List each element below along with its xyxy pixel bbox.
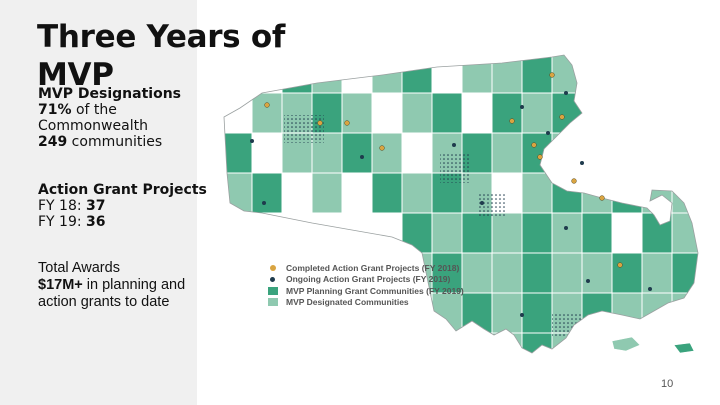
completed-project-marker xyxy=(379,145,385,151)
ongoing-project-marker xyxy=(564,226,568,230)
legend-swatch-designated xyxy=(268,298,278,307)
massachusetts-map xyxy=(222,53,704,373)
municipality-grid xyxy=(224,55,698,353)
ongoing-project-marker xyxy=(546,131,550,135)
completed-project-marker xyxy=(531,142,537,148)
ongoing-project-marker xyxy=(452,143,456,147)
project-markers xyxy=(250,72,652,317)
communities-rest: communities xyxy=(67,134,163,150)
ongoing-project-marker xyxy=(262,201,266,205)
designations-commonwealth: Commonwealth xyxy=(38,118,148,134)
legend-item-planning: MVP Planning Grant Communities (FY 2019) xyxy=(268,285,464,297)
island-nantucket xyxy=(673,342,695,354)
fy18-line: FY 18: 37 xyxy=(38,198,207,214)
fy19-line: FY 19: 36 xyxy=(38,214,207,230)
completed-project-marker xyxy=(537,154,543,160)
designations-heading: MVP Designations xyxy=(38,86,181,102)
legend-swatch-planning xyxy=(268,286,278,295)
designations-percent-line: 71% of the xyxy=(38,102,181,118)
awards-line2: action grants to date xyxy=(38,294,170,310)
map-svg xyxy=(223,54,699,354)
legend-item-designated: MVP Designated Communities xyxy=(268,297,464,309)
island-marthas-vineyard xyxy=(611,336,641,352)
awards-block: Total Awards $17M+ in planning and actio… xyxy=(38,260,185,311)
slide-title: Three Years of MVP xyxy=(37,19,286,93)
action-grants-block: Action Grant Projects FY 18: 37 FY 19: 3… xyxy=(38,182,207,230)
page-number: 10 xyxy=(661,378,674,390)
legend-marker-completed xyxy=(270,264,276,271)
dotted-area xyxy=(552,313,582,337)
legend-label-ongoing: Ongoing Action Grant Projects (FY 2019) xyxy=(286,274,451,285)
dotted-area xyxy=(478,193,506,217)
legend-label-planning: MVP Planning Grant Communities (FY 2019) xyxy=(286,285,464,296)
legend-label-completed: Completed Action Grant Projects (FY 2018… xyxy=(286,262,460,273)
legend-item-completed: Completed Action Grant Projects (FY 2018… xyxy=(268,262,464,274)
map-legend: Completed Action Grant Projects (FY 2018… xyxy=(268,262,464,308)
completed-project-marker xyxy=(317,120,323,126)
ongoing-project-marker xyxy=(520,105,524,109)
ongoing-project-marker xyxy=(564,91,568,95)
ongoing-project-marker xyxy=(480,201,484,205)
action-grants-heading: Action Grant Projects xyxy=(38,182,207,198)
designations-percent: 71% xyxy=(38,102,72,118)
designations-percent-rest: of the xyxy=(71,102,117,118)
left-panel xyxy=(0,0,197,405)
ongoing-project-marker xyxy=(586,279,590,283)
fy18-value: 37 xyxy=(86,198,106,214)
ongoing-project-marker xyxy=(360,155,364,159)
communities-count: 249 xyxy=(38,134,68,150)
legend-label-designated: MVP Designated Communities xyxy=(286,297,409,308)
ongoing-project-marker xyxy=(520,313,524,317)
awards-heading: Total Awards xyxy=(38,260,120,276)
completed-project-marker xyxy=(264,102,270,108)
designations-block: MVP Designations 71% of the Commonwealth… xyxy=(38,86,181,150)
awards-amount: $17M+ xyxy=(38,277,83,293)
completed-project-marker xyxy=(559,114,565,120)
ongoing-project-marker xyxy=(580,161,584,165)
fy18-label: FY 18: xyxy=(38,198,87,214)
fy19-label: FY 19: xyxy=(38,214,87,230)
completed-project-marker xyxy=(617,262,623,268)
dotted-area xyxy=(440,153,470,183)
fy19-value: 36 xyxy=(86,214,106,230)
legend-marker-ongoing xyxy=(270,276,275,282)
designations-communities-line: 249 communities xyxy=(38,134,181,150)
completed-project-marker xyxy=(344,120,350,126)
state-outline xyxy=(223,54,699,354)
completed-project-marker xyxy=(549,72,555,78)
awards-amount-rest: in planning and xyxy=(82,277,186,293)
completed-project-marker xyxy=(509,118,515,124)
dotted-area xyxy=(284,115,324,143)
legend-item-ongoing: Ongoing Action Grant Projects (FY 2019) xyxy=(268,274,464,286)
ongoing-project-marker xyxy=(250,139,254,143)
ongoing-project-marker xyxy=(648,287,652,291)
awards-amount-line: $17M+ in planning and xyxy=(38,277,185,294)
completed-project-marker xyxy=(571,178,577,184)
completed-project-marker xyxy=(599,195,605,201)
